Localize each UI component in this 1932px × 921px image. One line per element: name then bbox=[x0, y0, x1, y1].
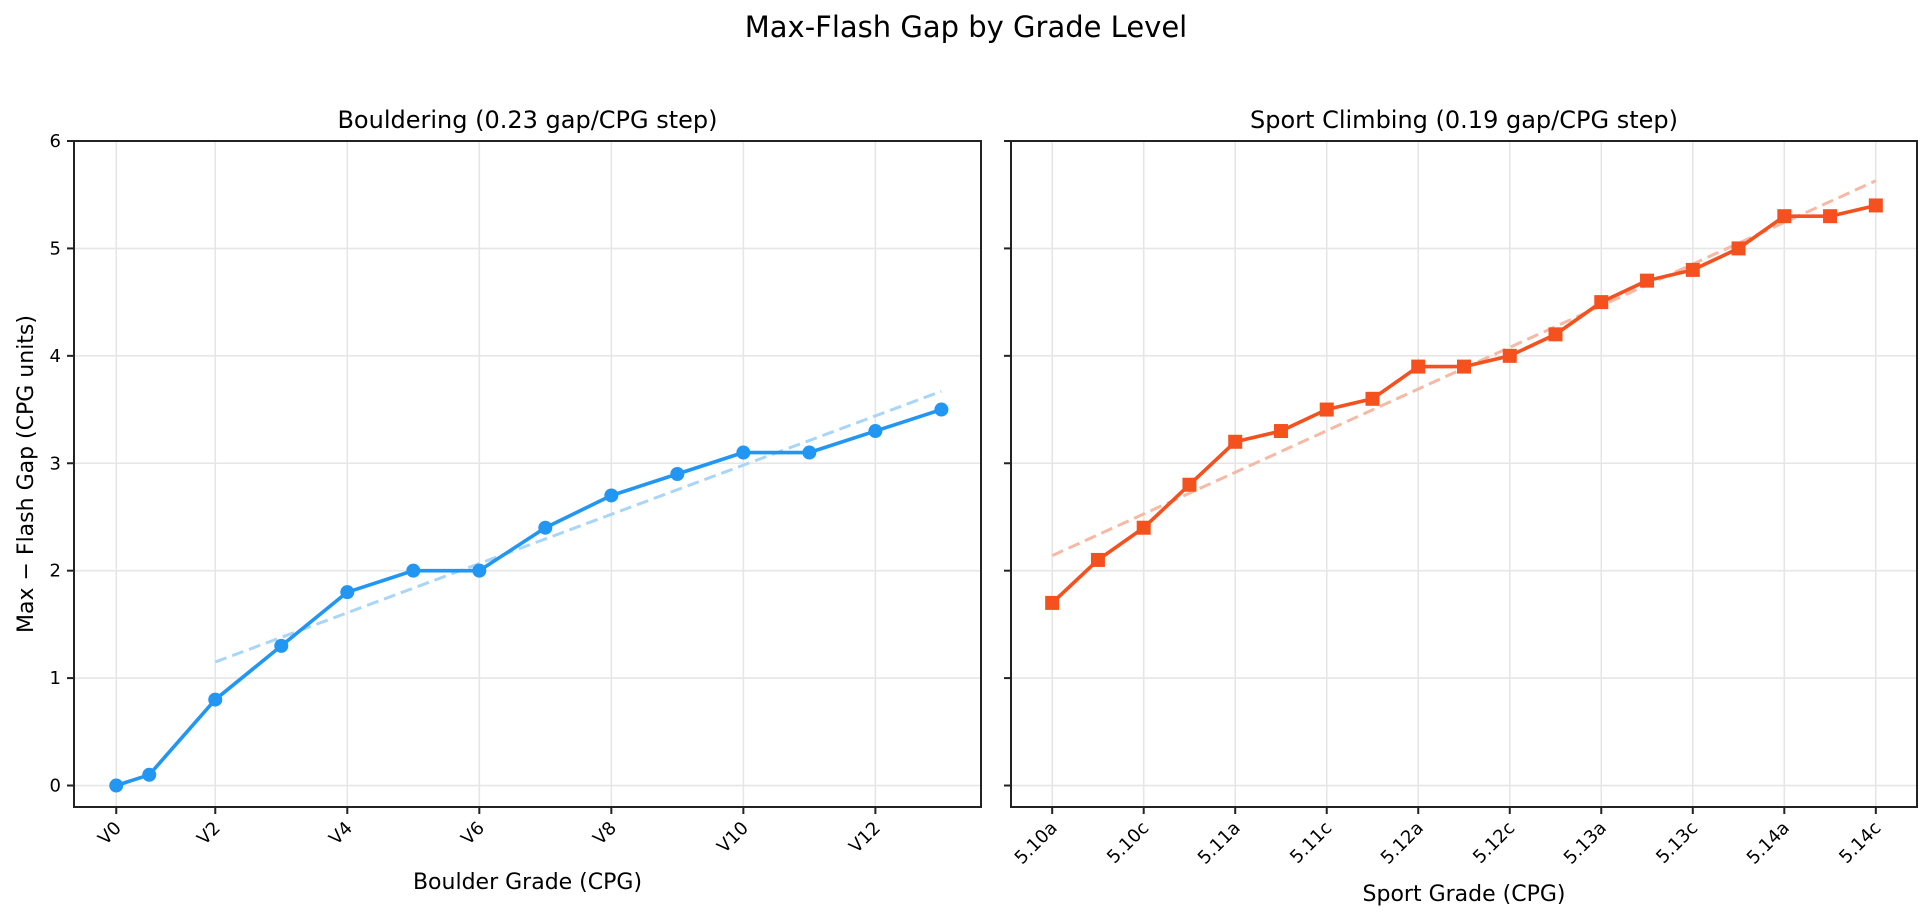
bouldering-data-line bbox=[115, 407, 942, 788]
data-point-marker bbox=[736, 445, 751, 460]
data-point-marker bbox=[802, 445, 817, 460]
x-tick-label: V6 bbox=[457, 818, 489, 850]
data-point-marker bbox=[1090, 552, 1105, 567]
data-point-marker bbox=[1594, 295, 1609, 310]
data-line bbox=[115, 407, 942, 788]
data-point-marker bbox=[1411, 359, 1426, 374]
data-point-marker bbox=[1823, 209, 1838, 224]
data-point-marker bbox=[1136, 520, 1151, 535]
data-point-marker bbox=[670, 467, 685, 481]
data-point-marker bbox=[868, 424, 883, 439]
y-tick-label: 3 bbox=[50, 453, 61, 474]
bouldering-x-axis-label: Boulder Grade (CPG) bbox=[413, 870, 642, 895]
data-point-marker bbox=[1640, 273, 1655, 288]
data-point-marker bbox=[934, 402, 949, 417]
data-point-marker bbox=[1045, 595, 1060, 610]
bouldering-gridlines bbox=[74, 140, 981, 807]
y-tick-label: 2 bbox=[50, 561, 61, 582]
bouldering-title: Bouldering (0.23 gap/CPG step) bbox=[337, 106, 717, 134]
x-tick-label: V4 bbox=[325, 818, 357, 850]
data-point-marker bbox=[1365, 391, 1380, 406]
sport-markers bbox=[1045, 198, 1883, 610]
y-tick-label: 4 bbox=[50, 346, 61, 367]
data-point-marker bbox=[1685, 262, 1700, 277]
data-point-marker bbox=[1319, 402, 1334, 417]
x-tick-label: V12 bbox=[845, 818, 885, 858]
sport-gridlines bbox=[1011, 140, 1917, 807]
data-point-marker bbox=[1868, 198, 1883, 213]
data-point-marker bbox=[340, 585, 355, 600]
axes-frame bbox=[1010, 140, 1918, 808]
trend-line bbox=[214, 389, 942, 664]
y-tick-label: 1 bbox=[50, 668, 61, 689]
x-tick-label: 5.12a bbox=[1377, 818, 1428, 869]
y-tick-label: 5 bbox=[50, 238, 61, 259]
data-point-marker bbox=[1548, 327, 1563, 342]
x-tick-label: 5.11c bbox=[1286, 818, 1336, 868]
data-point-marker bbox=[1777, 209, 1792, 224]
axes-frame bbox=[73, 140, 982, 808]
bouldering-trendline bbox=[214, 389, 942, 664]
y-tick-label: 6 bbox=[50, 131, 61, 152]
figure-title: Max-Flash Gap by Grade Level bbox=[745, 10, 1187, 44]
sport-title: Sport Climbing (0.19 gap/CPG step) bbox=[1250, 106, 1678, 134]
sport-x-axis-label: Sport Grade (CPG) bbox=[1363, 882, 1566, 907]
data-point-marker bbox=[1457, 359, 1471, 374]
bouldering-panel: Bouldering (0.23 gap/CPG step) Boulder G… bbox=[50, 106, 982, 895]
x-tick-label: 5.14c bbox=[1835, 818, 1885, 868]
x-tick-label: 5.11a bbox=[1194, 818, 1245, 869]
data-point-marker bbox=[208, 692, 223, 707]
sport-data-line bbox=[1050, 203, 1877, 605]
data-line bbox=[1050, 203, 1877, 605]
data-point-marker bbox=[1182, 477, 1197, 492]
x-tick-label: V10 bbox=[713, 818, 753, 858]
x-tick-label: 5.13c bbox=[1652, 818, 1702, 868]
data-point-marker bbox=[142, 767, 157, 782]
x-tick-label: 5.14a bbox=[1743, 818, 1794, 869]
x-tick-label: 5.10c bbox=[1103, 818, 1153, 868]
bouldering-axes: 0 1 2 3 4 5 6 V0 V2 V4 V6 V8 V10 V12 bbox=[50, 131, 982, 858]
data-point-marker bbox=[274, 638, 289, 653]
data-point-marker bbox=[538, 520, 553, 535]
sport-panel: Sport Climbing (0.19 gap/CPG step) Sport… bbox=[1004, 106, 1918, 907]
data-point-marker bbox=[1273, 424, 1288, 439]
data-point-marker bbox=[1731, 241, 1746, 256]
data-point-marker bbox=[109, 778, 124, 793]
x-tick-label: 5.13a bbox=[1560, 818, 1611, 869]
x-tick-label: 5.10a bbox=[1011, 818, 1062, 869]
data-point-marker bbox=[1228, 434, 1243, 449]
data-point-marker bbox=[604, 488, 619, 503]
x-tick-label: 5.12c bbox=[1469, 818, 1519, 868]
x-tick-label: V2 bbox=[193, 818, 225, 850]
bouldering-markers bbox=[109, 402, 949, 793]
x-tick-label: V0 bbox=[94, 818, 126, 850]
y-axis-label: Max − Flash Gap (CPG units) bbox=[14, 315, 39, 633]
sport-axes: 5.10a 5.10c 5.11a 5.11c 5.12a 5.12c 5.13a 5.13c… bbox=[1004, 140, 1918, 869]
data-point-marker bbox=[406, 563, 421, 578]
x-tick-label: V8 bbox=[589, 818, 621, 850]
y-tick-label: 0 bbox=[50, 776, 61, 797]
data-point-marker bbox=[472, 563, 487, 578]
data-point-marker bbox=[1502, 348, 1517, 363]
